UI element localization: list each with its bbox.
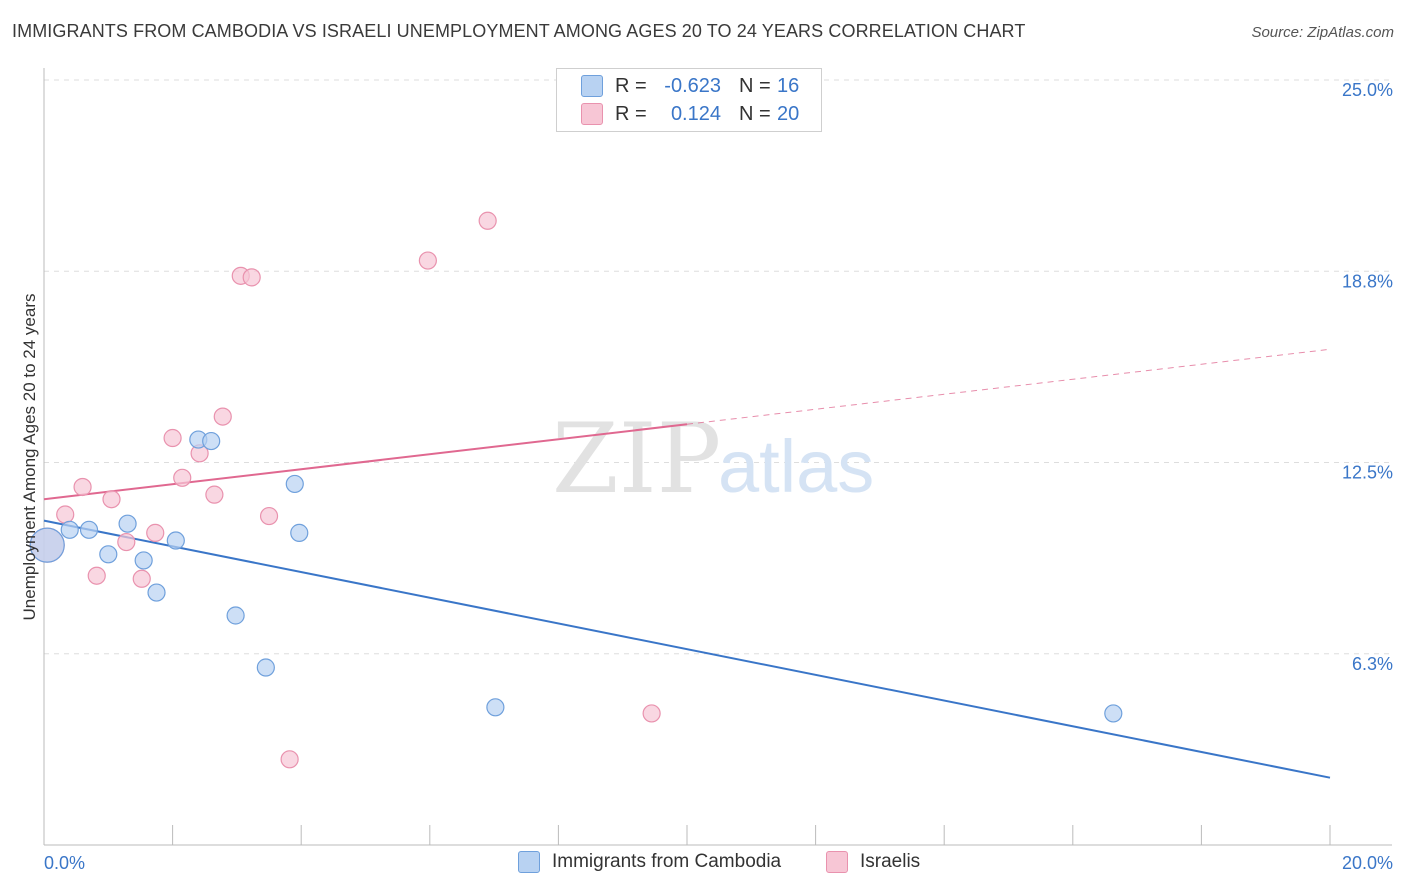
cambodia-swatch [581, 75, 603, 97]
cambodia-point [256, 658, 275, 677]
cambodia-point [202, 431, 221, 451]
label-layer: 6.3% 12.5% 18.8% 25.0% 0.0% 20.0% Unemployment… [20, 80, 1393, 873]
cambodia-point [290, 523, 309, 542]
legend-r-label: R = [615, 74, 647, 97]
cambodia-point [118, 514, 137, 533]
y-tick-label: 6.3% [1352, 654, 1393, 674]
y-tick-label: 25.0% [1342, 80, 1393, 100]
israeli-point [117, 532, 136, 552]
watermark-zip: ZIP [552, 403, 721, 515]
cambodia-point [60, 520, 79, 539]
axis-layer [43, 68, 1392, 846]
israeli-point [132, 569, 151, 588]
legend-n-value: 16 [777, 74, 800, 97]
israeli-point [418, 251, 437, 270]
israeli-legend-swatch [826, 851, 848, 873]
y-tick-label: 18.8% [1342, 271, 1393, 291]
bottom-legend-israeli: Israelis [826, 851, 920, 873]
x-tick-label: 20.0% [1342, 853, 1393, 873]
legend-n-label: N = [739, 74, 771, 97]
cambodia-legend-label: Immigrants from Cambodia [552, 851, 782, 872]
israeli-point [146, 523, 165, 542]
cambodia-point [166, 531, 185, 550]
legend-row-cambodia: R = -0.623 N = 16 [581, 73, 799, 99]
israeli-point [642, 704, 661, 723]
israeli-point [280, 750, 299, 769]
legend-n-value: 20 [777, 102, 800, 125]
y-tick-label: 12.5% [1342, 463, 1393, 483]
cambodia-legend-swatch [518, 851, 540, 873]
legend-r-value: 0.124 [670, 102, 721, 125]
legend-row-israeli: R = 0.124 N = 20 [581, 101, 799, 127]
trend-line-cambodia [43, 519, 1331, 779]
cambodia-point [285, 474, 304, 494]
legend-r-value: -0.623 [664, 74, 721, 97]
israeli-swatch [581, 103, 603, 125]
watermark-atlas: atlas [718, 425, 874, 508]
grid-layer [44, 79, 1392, 655]
bottom-legend-cambodia: Immigrants from Cambodia [518, 851, 781, 873]
trend-line-israeli [43, 423, 688, 501]
cambodia-point [226, 606, 245, 625]
israeli-point [173, 468, 192, 487]
israeli-point [242, 268, 261, 287]
trend-line-extension [686, 348, 1331, 425]
x-tick-label: 0.0% [44, 853, 85, 873]
cambodia-point [147, 583, 166, 602]
israeli-point [478, 211, 497, 230]
israeli-point [163, 428, 182, 448]
israeli-point [56, 505, 75, 524]
israeli-point [259, 506, 279, 526]
legend-r-label: R = [615, 102, 647, 125]
cambodia-point [29, 527, 65, 563]
cambodia-point [99, 545, 118, 564]
israeli-legend-label: Israelis [860, 851, 921, 872]
chart-title: IMMIGRANTS FROM CAMBODIA VS ISRAELI UNEM… [12, 21, 1026, 41]
cambodia-point [134, 551, 153, 570]
watermark: ZIP atlas [552, 403, 874, 515]
israeli-point [213, 407, 232, 426]
cambodia-point [79, 520, 99, 539]
cambodia-point [1104, 704, 1123, 723]
trend-layer [43, 348, 1331, 779]
israeli-point [87, 566, 106, 585]
israeli-point [205, 485, 224, 504]
legend-n-label: N = [739, 102, 771, 125]
israeli-point [102, 490, 121, 509]
israeli-point [73, 477, 92, 497]
point-layer [29, 211, 1123, 769]
source-label: Source: ZipAtlas.com [1251, 24, 1394, 41]
cambodia-point [486, 698, 505, 717]
y-axis-title: Unemployment Among Ages 20 to 24 years [20, 294, 39, 621]
stats-legend: R = -0.623 N = 16 R = 0.124 N = 20 [556, 68, 822, 132]
